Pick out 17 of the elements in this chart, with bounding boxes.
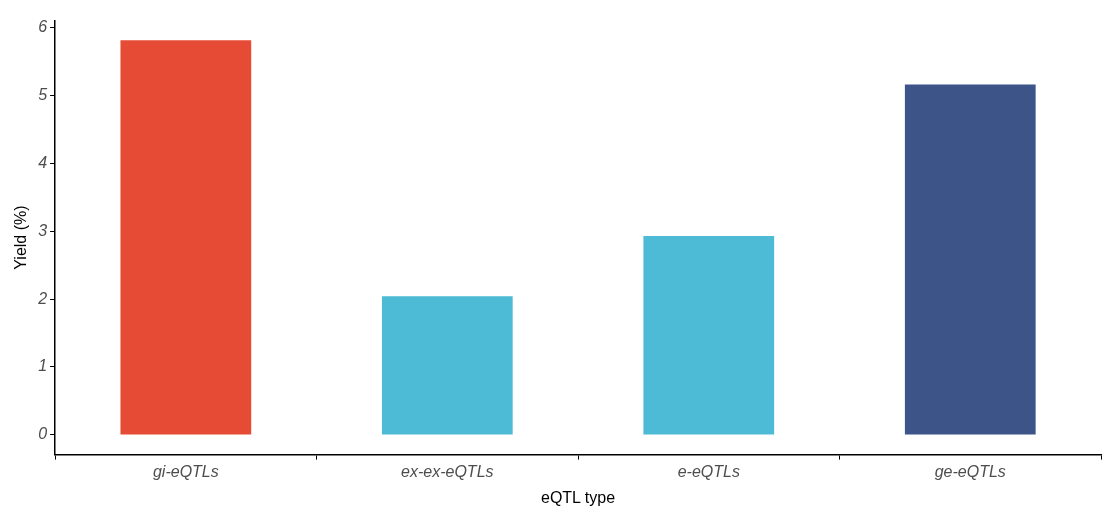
- bar: [381, 296, 513, 435]
- x-axis-title: eQTL type: [540, 488, 616, 506]
- y-tick-label: 3: [38, 221, 48, 239]
- bar: [120, 40, 252, 435]
- bar: [643, 235, 775, 435]
- y-tick-label: 2: [37, 289, 48, 307]
- y-tick-label: 5: [38, 85, 48, 103]
- x-tick-label: ex-ex-eQTLs: [401, 462, 494, 480]
- y-tick-label: 6: [38, 17, 48, 35]
- y-tick-label: 0: [38, 425, 48, 443]
- y-tick-label: 1: [38, 357, 48, 375]
- y-axis-title: Yield (%): [12, 205, 30, 270]
- y-tick-label: 4: [38, 153, 48, 171]
- x-tick-label: e-eQTLs: [677, 462, 740, 480]
- x-tick-label: gi-eQTLs: [152, 462, 219, 480]
- bar: [904, 84, 1036, 435]
- x-tick-label: ge-eQTLs: [934, 462, 1006, 480]
